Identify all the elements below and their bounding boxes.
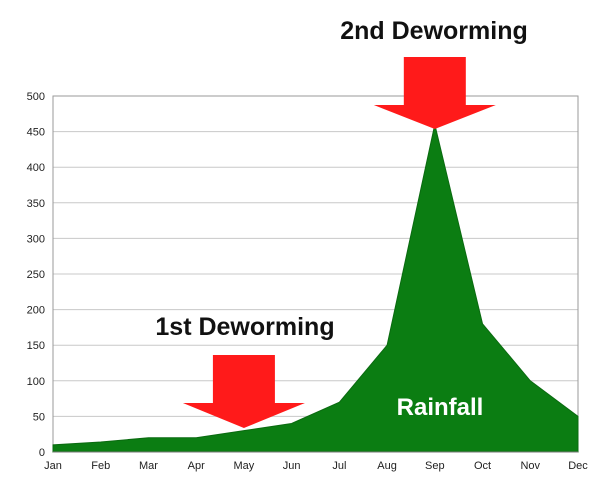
y-tick-label: 100 (27, 376, 45, 388)
y-tick-label: 300 (27, 233, 45, 245)
x-tick-label: Oct (474, 460, 491, 472)
x-tick-label: Feb (91, 460, 110, 472)
y-tick-label: 500 (27, 91, 45, 103)
x-tick-label: May (234, 460, 255, 472)
x-tick-label: Jun (283, 460, 301, 472)
x-tick-label: Jul (332, 460, 346, 472)
annotations: 1st Deworming 2nd Deworming (155, 17, 528, 428)
area-rainfall (52, 124, 579, 453)
area-series (52, 124, 579, 453)
y-tick-label: 150 (27, 340, 45, 352)
arrow-2nd-deworming (373, 57, 496, 129)
annotation-1st-deworming: 1st Deworming (155, 313, 335, 428)
arrow-1st-deworming (182, 355, 305, 428)
y-tick-label: 450 (27, 127, 45, 139)
x-tick-label: Sep (425, 460, 445, 472)
y-axis-ticks: 0 50 100 150 200 250 300 350 400 450 500 (27, 91, 45, 459)
annotation-2nd-deworming: 2nd Deworming (340, 17, 528, 129)
gridlines (52, 95, 579, 453)
y-tick-label: 250 (27, 269, 45, 281)
y-tick-label: 50 (33, 411, 45, 423)
x-tick-label: Mar (139, 460, 158, 472)
x-tick-label: Dec (568, 460, 588, 472)
x-axis-ticks: Jan Feb Mar Apr May Jun Jul Aug Sep Oct Nov Dec (44, 451, 588, 472)
x-tick-label: Jan (44, 460, 62, 472)
x-tick-label: Aug (377, 460, 397, 472)
x-tick-label: Apr (188, 460, 205, 472)
y-tick-label: 0 (39, 447, 45, 459)
annotation-2nd-deworming-label: 2nd Deworming (340, 17, 528, 45)
annotation-1st-deworming-label: 1st Deworming (155, 313, 334, 341)
y-tick-label: 200 (27, 305, 45, 317)
y-tick-label: 350 (27, 198, 45, 210)
series-label-rainfall: Rainfall (397, 394, 484, 421)
y-tick-label: 400 (27, 162, 45, 174)
x-tick-label: Nov (520, 460, 540, 472)
